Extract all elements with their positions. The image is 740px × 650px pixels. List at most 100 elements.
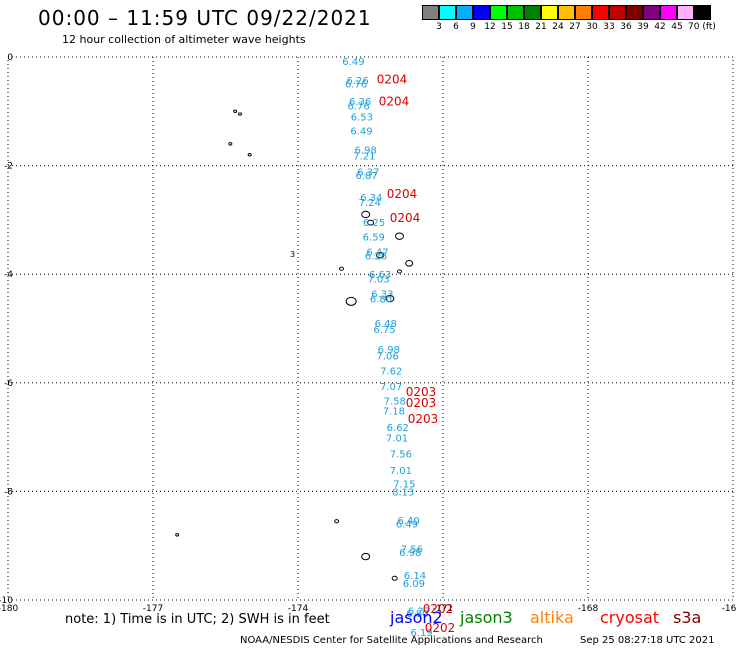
color-scale-label: 36 (620, 22, 632, 32)
swh-value-label: 7.56 (390, 449, 412, 460)
swh-value-label: 6.40 (397, 516, 419, 527)
swh-value-label: 8.13 (392, 487, 414, 498)
swh-value-label: 6.53 (351, 113, 373, 124)
island-outline (345, 296, 357, 306)
chart-subtitle: 12 hour collection of altimeter wave hei… (62, 33, 306, 46)
color-scale-swatch (422, 5, 439, 20)
swh-value-label: 6.25 (363, 218, 385, 229)
color-scale-swatch (507, 5, 524, 20)
swh-value-label: 7.03 (368, 275, 390, 286)
color-scale-swatch (592, 5, 609, 20)
swh-value-label: 6.87 (356, 171, 378, 182)
color-scale-label: 18 (518, 22, 530, 32)
island-outline (339, 266, 344, 271)
swh-value-label: 6.26 (365, 252, 387, 263)
small-label: 3 (290, 250, 295, 259)
swh-value-label: 6.48 (375, 319, 397, 330)
swh-value-label: 6.36 (349, 97, 371, 108)
swh-value-label: 6.33 (371, 290, 393, 301)
swh-value-label: 6.76 (347, 101, 369, 112)
island-outline (175, 533, 180, 537)
y-tick-label: 0 (7, 53, 13, 63)
swh-value-label: 6.98 (378, 345, 400, 356)
time-label: 0204 (387, 187, 418, 201)
color-scale-label: 12 (484, 22, 496, 32)
time-label: 0202 (423, 602, 454, 616)
swh-value-label: 6.76 (345, 80, 367, 91)
swh-value-label: 6.62 (387, 423, 409, 434)
color-scale-label: 3 (436, 22, 442, 32)
time-label: 0202 (425, 621, 456, 635)
swh-value-label: 6.49 (396, 519, 418, 530)
color-scale-swatch (677, 5, 694, 20)
island-outline (367, 219, 374, 226)
color-scale-swatch (524, 5, 541, 20)
swh-value-label: 6.14 (404, 571, 426, 582)
color-scale-label: 70 (ft) (688, 22, 716, 32)
island-outline (361, 210, 371, 219)
swh-value-label: 7.06 (376, 352, 398, 363)
y-tick-label: -6 (4, 379, 13, 389)
island-outline (247, 153, 252, 157)
legend-s3a: s3a (673, 608, 702, 627)
island-outline (395, 232, 404, 240)
swh-value-label: 7.56 (401, 544, 423, 555)
color-scale-swatch (626, 5, 643, 20)
color-scale-label: 45 (671, 22, 683, 32)
island-outline (238, 112, 242, 116)
x-tick-label: -174 (288, 604, 309, 614)
color-scale-swatch (558, 5, 575, 20)
swh-value-label: 7.58 (384, 397, 406, 408)
swh-value-label: 6.80 (370, 295, 392, 306)
swh-value-label: 6.37 (357, 168, 379, 179)
y-tick-label: -4 (4, 270, 13, 280)
swh-value-label: 6.49 (350, 126, 372, 137)
swh-value-label: 6.75 (373, 325, 395, 336)
time-label: 0204 (379, 94, 410, 108)
color-scale-label: 30 (586, 22, 598, 32)
x-tick-label: -180 (0, 604, 18, 614)
island-outline (405, 260, 414, 267)
color-scale-swatch (660, 5, 677, 20)
swh-value-label: 6.34 (360, 193, 382, 204)
color-scale-swatch (694, 5, 711, 20)
color-scale-label: 24 (552, 22, 564, 32)
legend-jason2: jason2 (390, 608, 443, 627)
color-scale-swatch (643, 5, 660, 20)
color-scale-label: 15 (501, 22, 513, 32)
swh-value-label: 6.98 (399, 548, 421, 559)
x-tick-label: -177 (143, 604, 163, 614)
units-note: note: 1) Time is in UTC; 2) SWH is in fe… (65, 612, 330, 627)
time-label: 0203 (406, 385, 437, 399)
color-scale-label: 39 (637, 22, 649, 32)
swh-value-label: 6.59 (363, 233, 385, 244)
island-outline (228, 142, 233, 146)
swh-value-label: 6.98 (355, 145, 377, 156)
swh-value-label: 7.01 (386, 434, 408, 445)
swh-value-label: 6.27 (408, 606, 430, 617)
footer-source: NOAA/NESDIS Center for Satellite Applica… (240, 635, 543, 646)
color-scale-label: 9 (470, 22, 476, 32)
island-outline (397, 269, 402, 274)
swh-value-label: 7.15 (393, 479, 415, 490)
color-scale-label: 33 (603, 22, 615, 32)
y-tick-label: -2 (4, 162, 13, 172)
island-outline (361, 552, 371, 561)
swh-value-label: 6.26 (347, 76, 369, 87)
legend-cryosat: cryosat (600, 608, 660, 627)
swh-value-label: 6.63 (369, 270, 391, 281)
x-tick-label: -168 (578, 604, 599, 614)
plot-frame (7, 56, 734, 601)
color-scale-swatch (439, 5, 456, 20)
x-tick-label: -16 (722, 604, 737, 614)
color-scale-label: 42 (654, 22, 666, 32)
color-scale-swatch (490, 5, 507, 20)
swh-value-label: 6.09 (403, 579, 425, 590)
swh-value-label: 7.62 (380, 366, 402, 377)
color-scale-swatch (473, 5, 490, 20)
color-scale-swatch (456, 5, 473, 20)
swh-value-label: 6.19 (410, 628, 432, 639)
time-label: 0204 (377, 73, 408, 87)
legend-jason3: jason3 (460, 608, 513, 627)
color-scale-label: 6 (453, 22, 459, 32)
